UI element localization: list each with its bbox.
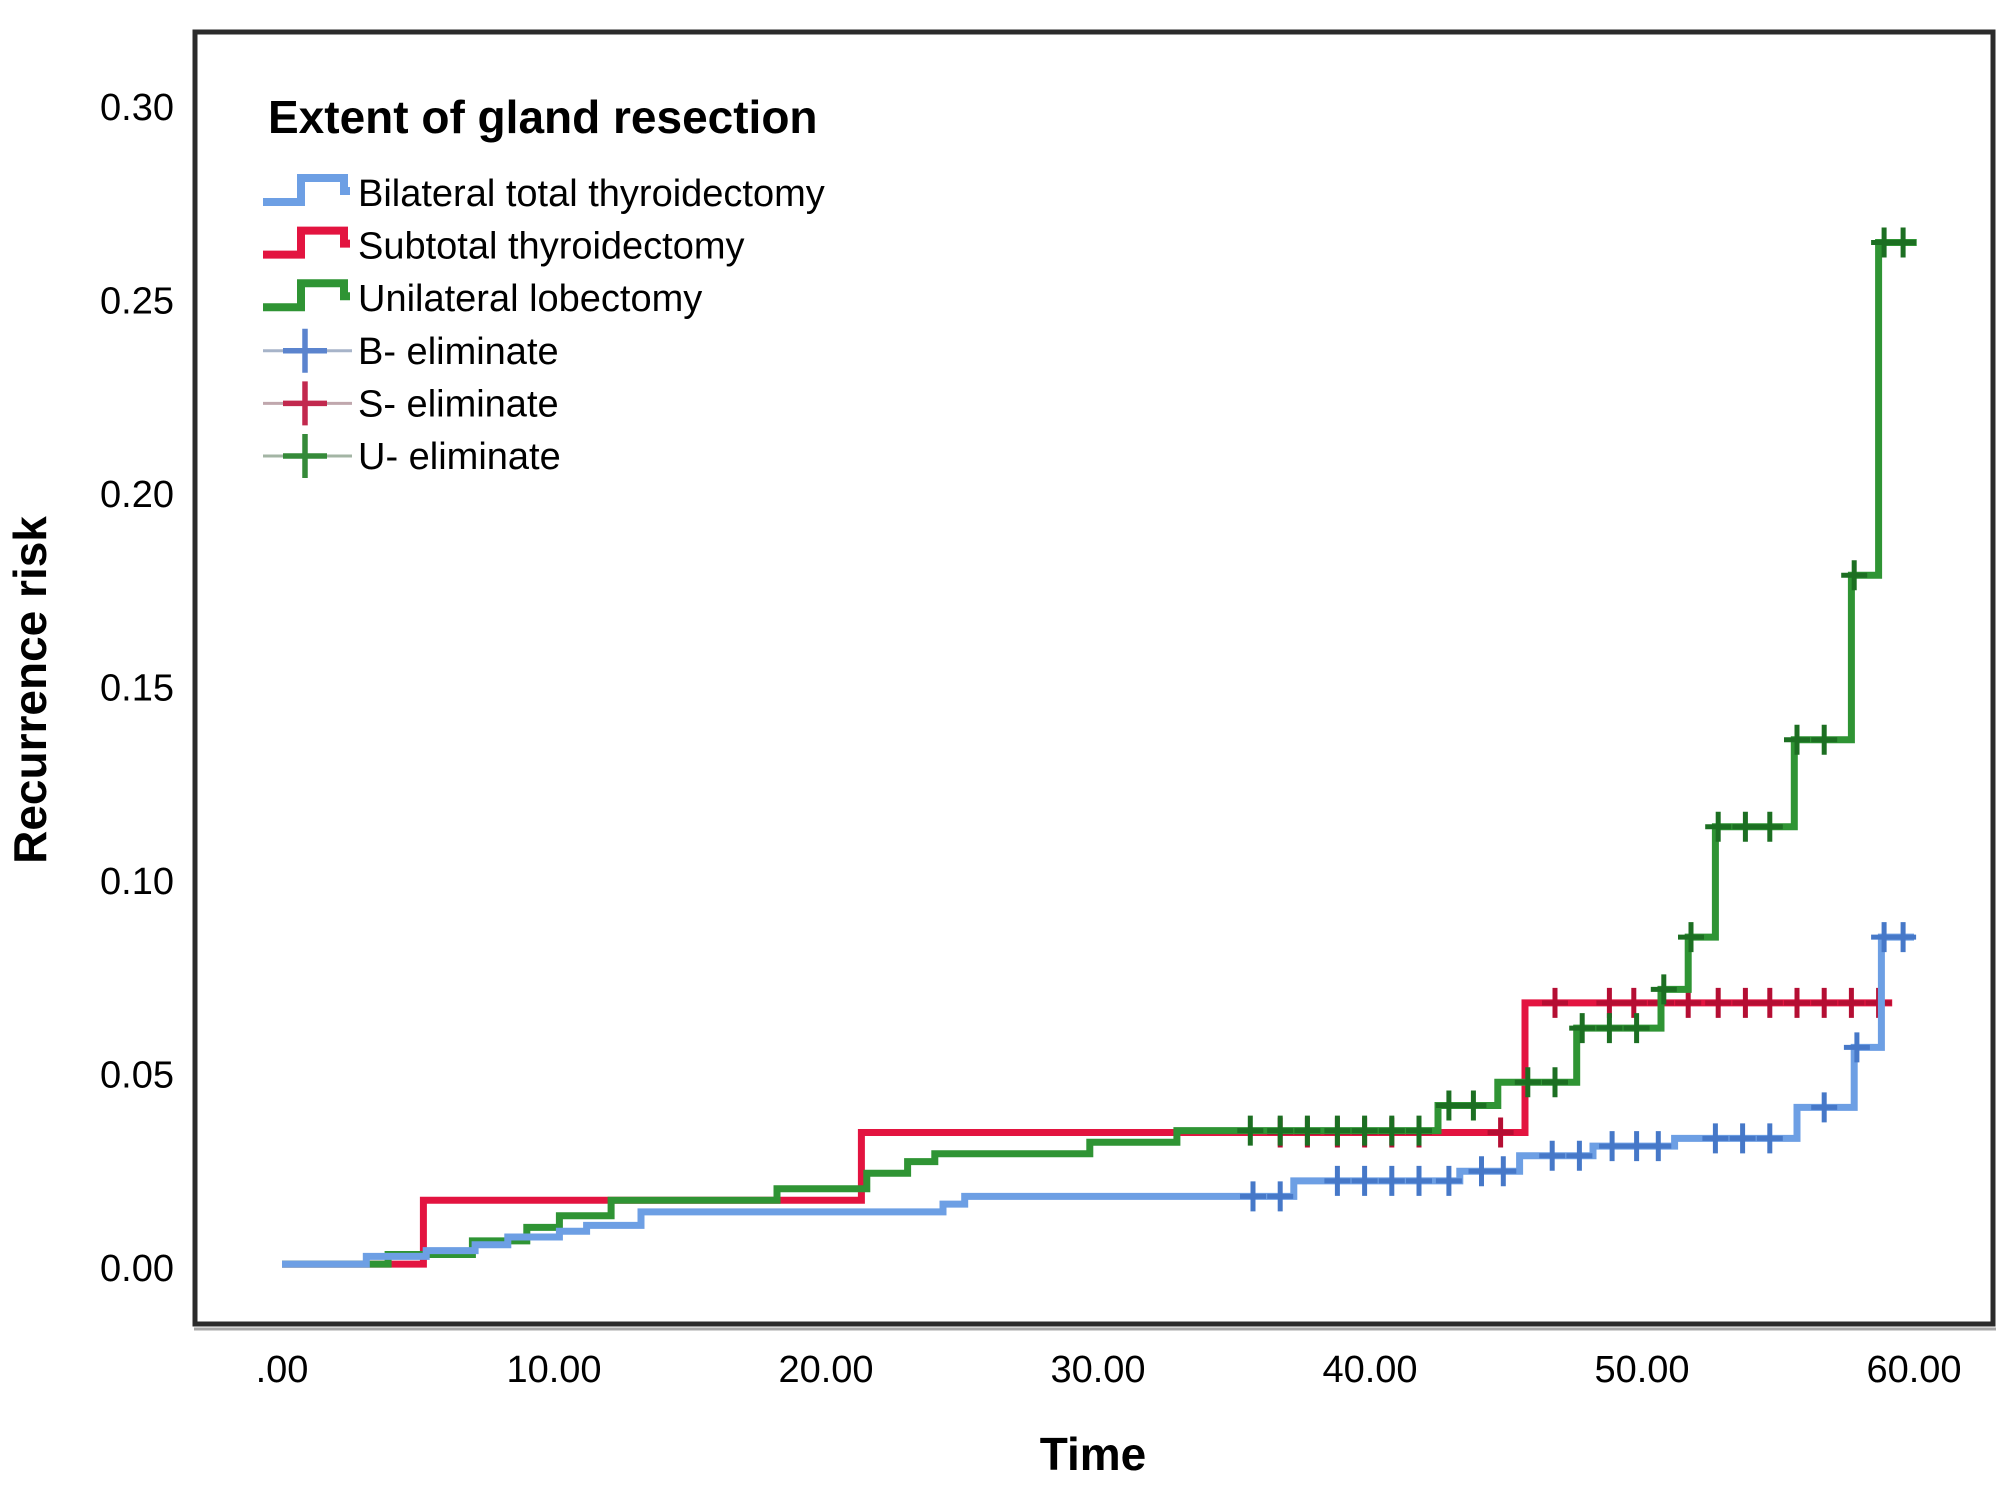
y-axis-tick-labels: 0.30 0.25 0.20 0.15 0.10 0.05 0.00 <box>100 87 174 1290</box>
legend-title: Extent of gland resection <box>268 91 818 143</box>
series-curve-bilateral <box>282 933 1914 1268</box>
x-tick-label: 10.00 <box>506 1349 601 1391</box>
y-tick-label: 0.05 <box>100 1055 174 1097</box>
x-tick-label: 40.00 <box>1322 1349 1417 1391</box>
y-tick-label: 0.25 <box>100 281 174 323</box>
y-axis-title: Recurrence risk <box>4 516 56 864</box>
legend-entry-label: Bilateral total thyroidectomy <box>358 173 825 215</box>
x-axis-title: Time <box>1040 1428 1147 1480</box>
x-tick-label: .00 <box>256 1349 309 1391</box>
plot-frame <box>192 29 1996 1327</box>
legend: Extent of gland resection Bilateral tota… <box>263 91 825 478</box>
x-axis-tick-labels: .00 10.00 20.00 30.00 40.00 50.00 60.00 <box>256 1349 1962 1391</box>
y-tick-label: 0.00 <box>100 1248 174 1290</box>
legend-step-swatch-icon <box>263 279 350 312</box>
legend-step-swatch-icon <box>263 174 350 206</box>
x-tick-label: 20.00 <box>778 1349 873 1391</box>
legend-entry-label: U- eliminate <box>358 436 561 478</box>
legend-entry-label: B- eliminate <box>358 331 559 373</box>
y-tick-label: 0.15 <box>100 668 174 710</box>
y-tick-label: 0.10 <box>100 861 174 903</box>
legend-plus-icon <box>283 381 327 426</box>
legend-plus-icon <box>283 434 327 478</box>
legend-entry-label: Subtotal thyroidectomy <box>358 226 745 268</box>
x-tick-label: 30.00 <box>1050 1349 1145 1391</box>
legend-entry-label: S- eliminate <box>358 383 559 425</box>
x-tick-label: 50.00 <box>1594 1349 1689 1391</box>
y-tick-label: 0.30 <box>100 87 174 129</box>
legend-rows: Bilateral total thyroidectomy Subtotal th… <box>263 173 825 478</box>
legend-entry-label: Unilateral lobectomy <box>358 278 702 320</box>
series-curves <box>282 227 1917 1268</box>
series-censor-marks-unilateral <box>1237 227 1917 1146</box>
legend-plus-icon <box>283 328 327 373</box>
x-tick-label: 60.00 <box>1866 1349 1961 1391</box>
y-tick-label: 0.20 <box>100 474 174 516</box>
series-censor-marks-bilateral <box>1240 922 1917 1212</box>
legend-step-swatch-icon <box>263 226 350 259</box>
